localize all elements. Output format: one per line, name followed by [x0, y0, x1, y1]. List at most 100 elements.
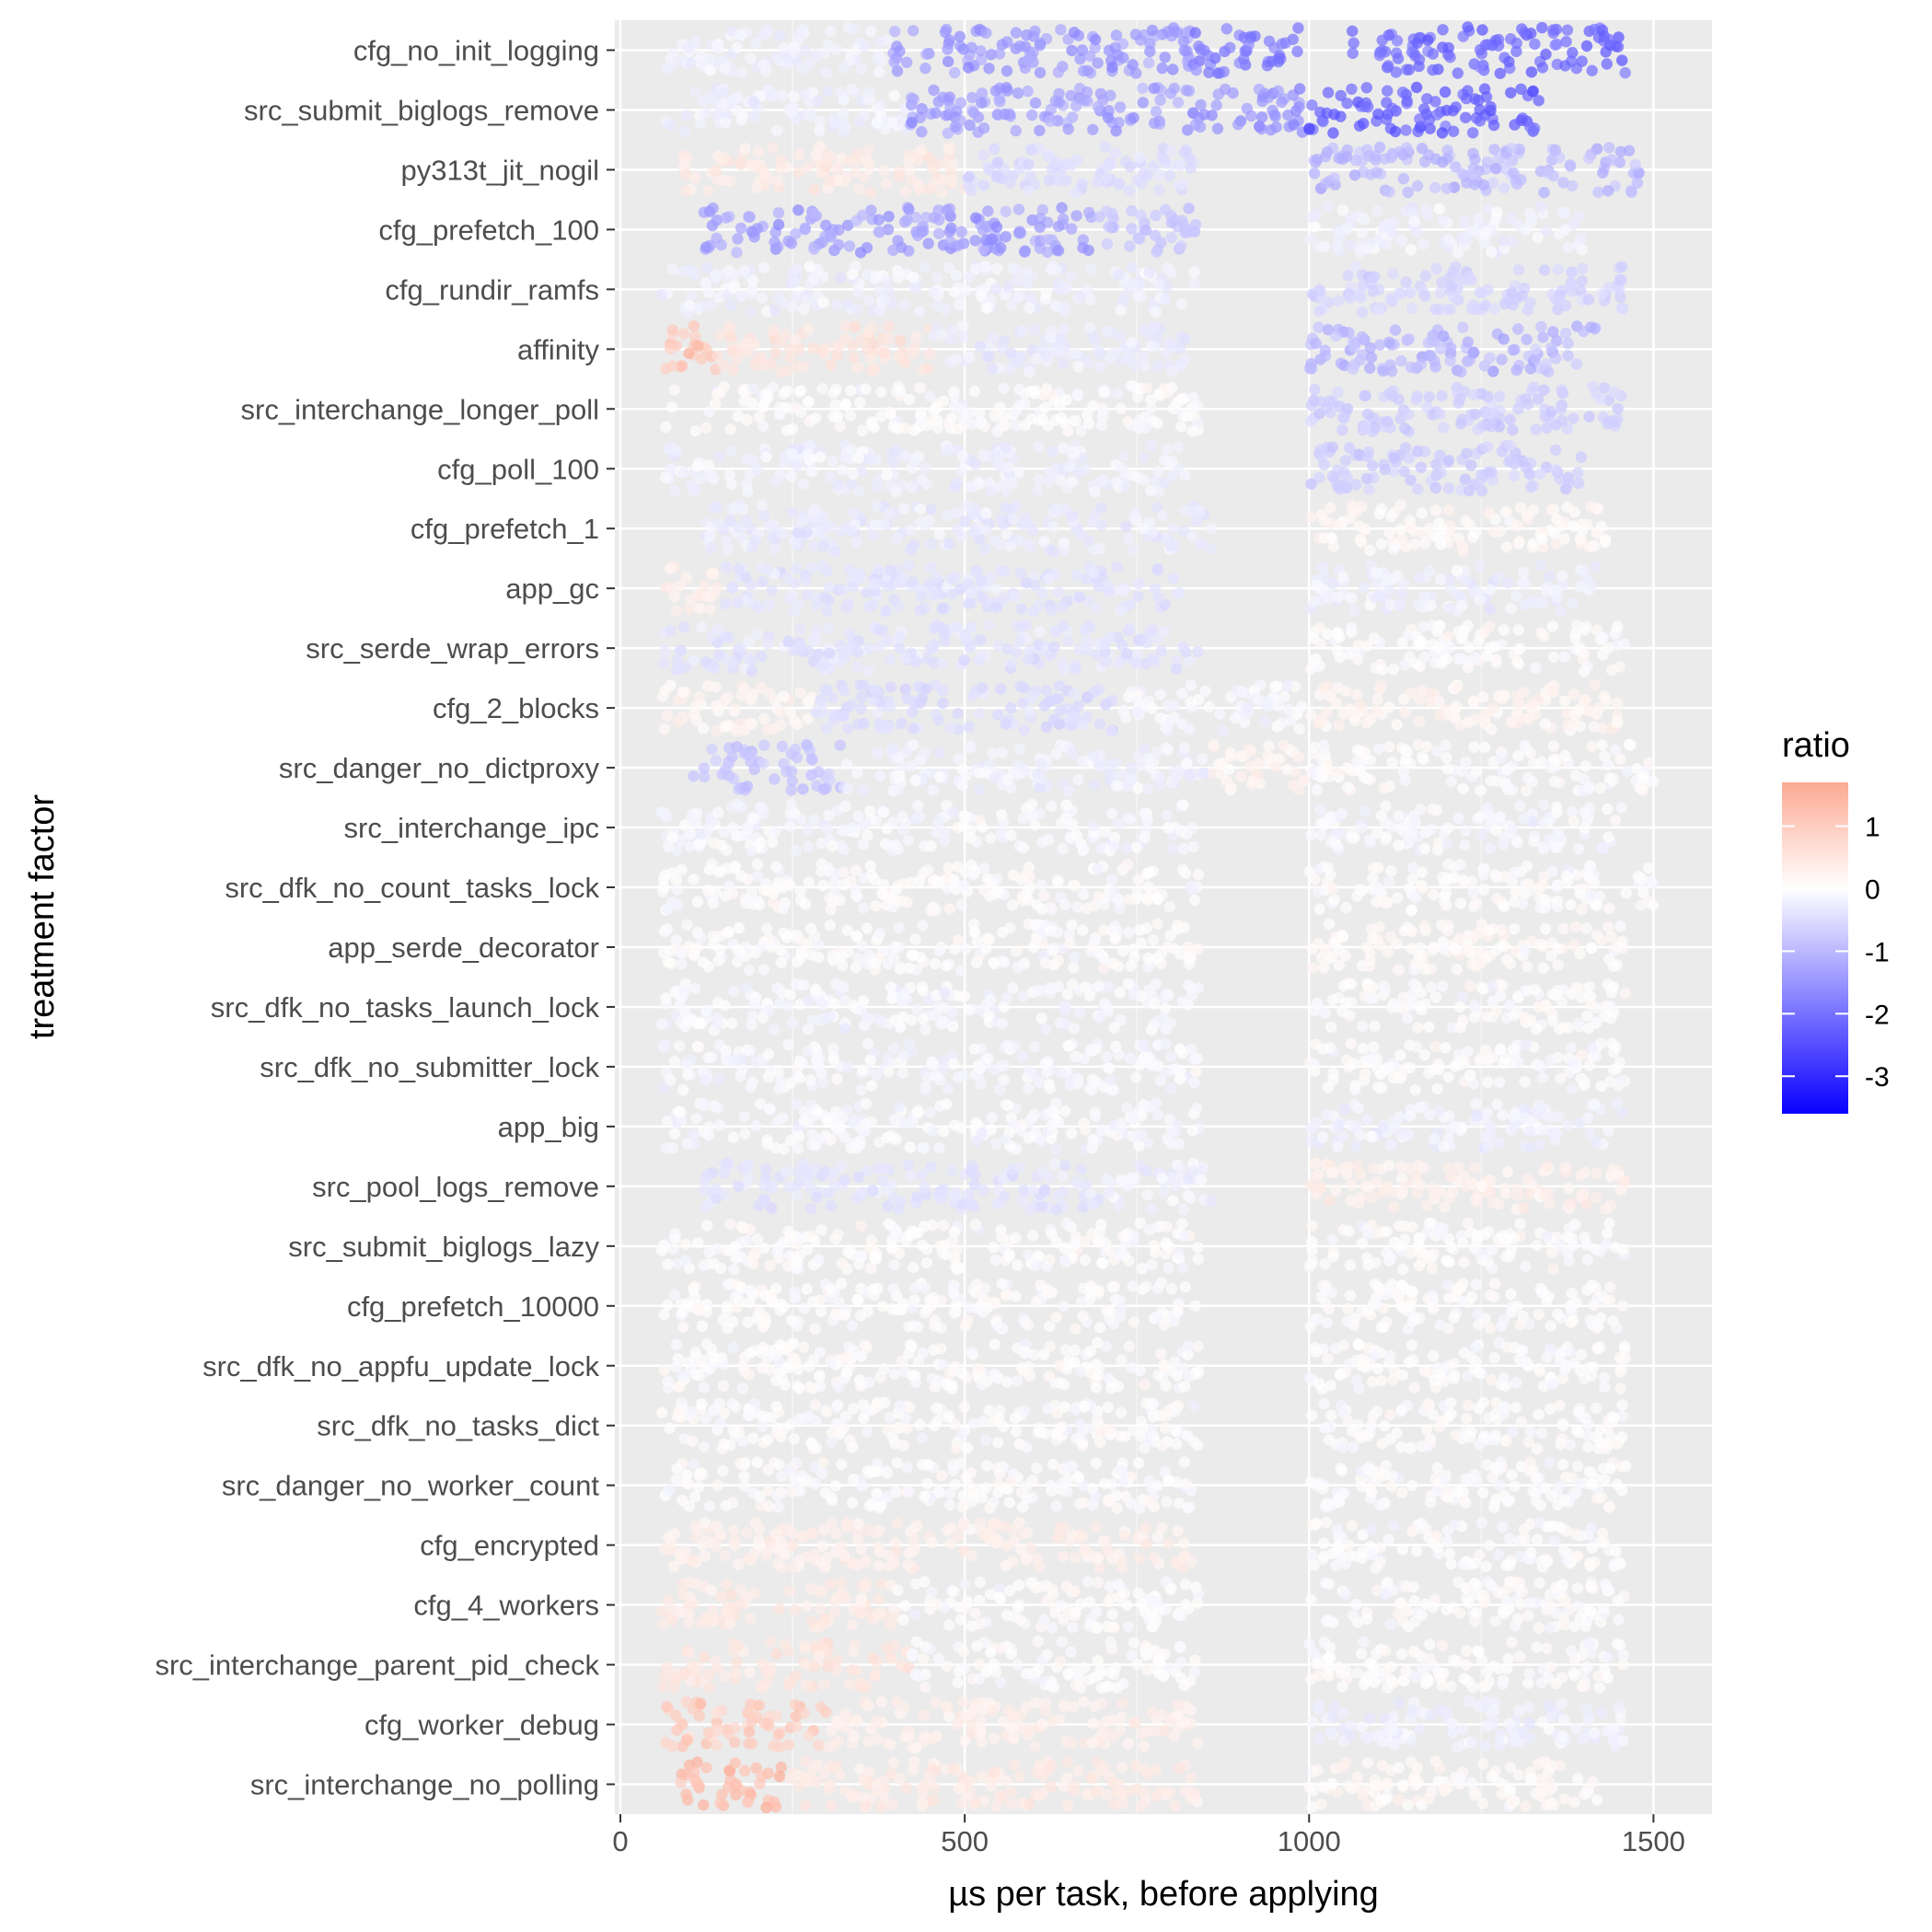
data-point: [1153, 278, 1165, 290]
data-point: [1145, 439, 1158, 452]
data-point: [1115, 330, 1128, 341]
data-point: [667, 48, 679, 60]
data-point: [1162, 26, 1174, 38]
data-point: [901, 897, 913, 908]
data-point: [1211, 67, 1224, 79]
data-point: [1437, 24, 1449, 36]
data-point: [745, 52, 757, 65]
data-point: [1045, 331, 1057, 344]
data-point: [1112, 960, 1125, 973]
data-point: [943, 226, 955, 237]
data-point: [1467, 388, 1480, 400]
data-point: [702, 885, 714, 897]
data-point: [899, 652, 911, 664]
data-point: [865, 204, 877, 216]
data-point: [1568, 816, 1580, 827]
data-point: [1583, 411, 1595, 422]
data-point: [1389, 125, 1402, 138]
data-point: [1161, 809, 1174, 821]
data-point: [1599, 533, 1612, 546]
data-point: [1370, 885, 1382, 897]
data-point: [1587, 380, 1599, 392]
data-point: [980, 234, 992, 247]
data-point: [973, 708, 986, 720]
data-point: [888, 56, 900, 68]
data-point: [1400, 124, 1412, 136]
data-point: [979, 543, 991, 555]
data-point: [821, 684, 833, 696]
data-point: [1089, 334, 1101, 346]
data-point: [678, 158, 690, 170]
data-point: [1445, 341, 1457, 354]
data-point: [755, 837, 767, 849]
data-point: [1203, 66, 1215, 78]
data-point: [989, 410, 1001, 422]
data-point: [1460, 574, 1472, 587]
data-point: [1441, 872, 1453, 885]
data-point: [1012, 620, 1024, 632]
data-point: [844, 524, 857, 536]
data-point: [871, 117, 884, 129]
data-point: [1562, 337, 1574, 350]
data-point: [1085, 211, 1097, 224]
data-point: [768, 324, 781, 336]
data-point: [966, 91, 978, 104]
data-point: [1631, 177, 1644, 189]
data-point: [1382, 60, 1394, 72]
data-point: [1053, 680, 1066, 692]
data-point: [885, 564, 897, 576]
data-point: [746, 160, 758, 172]
data-point: [1019, 870, 1032, 882]
data-point: [733, 563, 745, 575]
data-point: [1046, 903, 1058, 916]
data-point: [725, 331, 737, 343]
data-point: [880, 605, 892, 617]
data-point: [1035, 772, 1047, 784]
data-point: [831, 299, 843, 312]
data-point: [942, 509, 954, 521]
data-point: [1475, 784, 1487, 796]
data-point: [1577, 262, 1589, 275]
data-point: [1089, 41, 1101, 54]
data-point: [1467, 886, 1479, 898]
data-point: [1099, 386, 1112, 399]
data-point: [672, 716, 685, 728]
data-point: [1305, 710, 1317, 722]
data-point: [710, 269, 722, 281]
data-point: [861, 586, 873, 598]
data-point: [769, 475, 781, 488]
data-point: [1066, 270, 1078, 283]
data-point: [1077, 242, 1089, 254]
data-point: [1027, 606, 1040, 618]
data-point: [1609, 744, 1622, 757]
data-point: [1614, 661, 1625, 673]
data-point: [1429, 303, 1441, 316]
data-point: [1140, 225, 1152, 237]
data-point: [1413, 599, 1425, 612]
data-point: [1052, 220, 1065, 233]
data-point: [1347, 25, 1359, 37]
data-point: [953, 298, 966, 311]
data-point: [691, 896, 704, 908]
data-point: [731, 798, 743, 811]
data-point: [1115, 402, 1128, 414]
data-point: [1048, 713, 1060, 725]
data-point: [1001, 442, 1012, 454]
data-point: [1406, 873, 1418, 885]
data-point: [1612, 620, 1624, 632]
data-point: [824, 892, 836, 904]
data-point: [982, 351, 995, 363]
data-point: [1512, 624, 1525, 636]
data-point: [1114, 605, 1127, 617]
data-point: [1313, 622, 1325, 634]
data-point: [1112, 818, 1125, 830]
data-point: [1443, 602, 1456, 615]
data-point: [1395, 235, 1408, 247]
data-point: [884, 700, 897, 713]
data-point: [810, 706, 822, 719]
data-point: [847, 581, 859, 593]
data-point: [1081, 409, 1093, 421]
data-point: [1116, 944, 1129, 957]
data-point: [727, 773, 739, 785]
